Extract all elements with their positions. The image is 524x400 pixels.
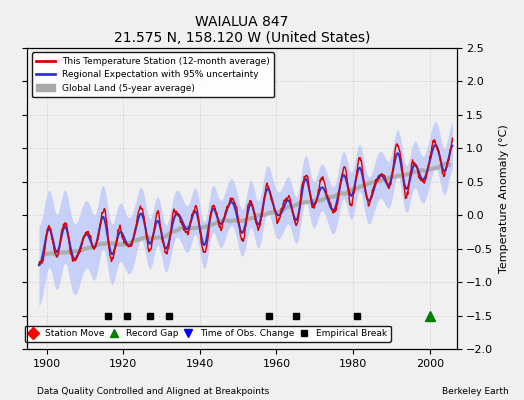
Text: Berkeley Earth: Berkeley Earth (442, 387, 508, 396)
Title: WAIALUA 847
21.575 N, 158.120 W (United States): WAIALUA 847 21.575 N, 158.120 W (United … (114, 15, 370, 45)
Legend: Station Move, Record Gap, Time of Obs. Change, Empirical Break: Station Move, Record Gap, Time of Obs. C… (25, 326, 391, 342)
Text: Data Quality Controlled and Aligned at Breakpoints: Data Quality Controlled and Aligned at B… (37, 387, 269, 396)
Y-axis label: Temperature Anomaly (°C): Temperature Anomaly (°C) (499, 124, 509, 273)
